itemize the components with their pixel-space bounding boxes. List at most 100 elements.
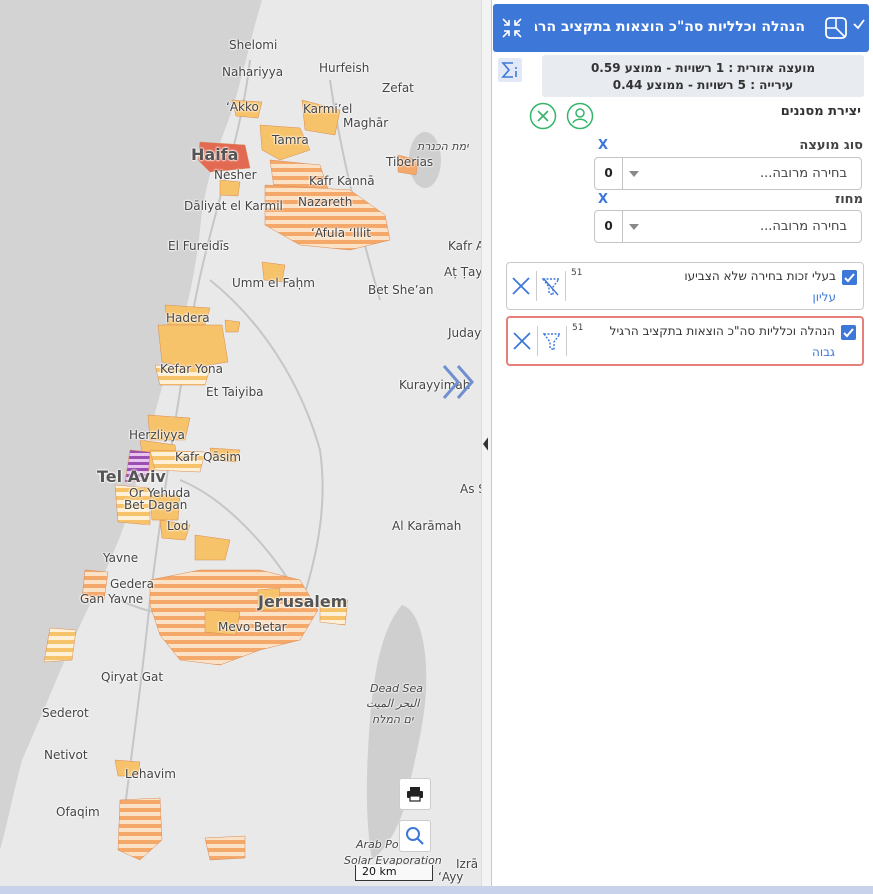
place-label: Al Karāmah — [392, 519, 462, 533]
divider — [565, 271, 566, 301]
place-label: Or Yehuda — [129, 486, 191, 500]
sigma-info-icon — [501, 62, 517, 78]
filter-clear-district[interactable]: X — [598, 192, 609, 207]
layer-checkbox[interactable] — [842, 270, 857, 285]
refresh-user-icon[interactable] — [566, 102, 594, 130]
place-label: As S — [460, 482, 484, 496]
close-icon[interactable] — [511, 276, 531, 296]
place-label: Nesher — [214, 168, 257, 182]
filter-off-icon[interactable] — [541, 276, 561, 298]
chevron-down-icon — [629, 171, 639, 177]
scale-bar: 20 km — [355, 865, 433, 881]
place-label: Kafr Ar — [448, 239, 484, 253]
place-label: Zefat — [382, 81, 414, 95]
panel-header: הנהלה וכלליות סה"כ הוצאות בתקציב הרגי... — [493, 4, 869, 52]
place-label: Hadera — [166, 311, 210, 325]
filters-title: יצירת מסננים — [780, 104, 861, 119]
check-icon[interactable] — [853, 18, 865, 30]
place-label: Izrā — [456, 857, 479, 871]
filter-clear-council-type[interactable]: X — [598, 138, 609, 153]
collapse-icon[interactable] — [501, 17, 523, 39]
place-label: Yavne — [103, 551, 139, 565]
layer-level[interactable]: עליון — [812, 290, 836, 304]
clear-circle-icon[interactable] — [529, 102, 557, 130]
place-label: Nahariyya — [222, 65, 284, 79]
filter-label-district: מחוז — [834, 192, 863, 207]
print-button[interactable] — [399, 778, 431, 810]
summary-box: מועצה אזורית : 1 רשויות - ממוצע 0.59 עיר… — [542, 55, 864, 97]
place-label: Lehavim — [125, 767, 176, 781]
map-layer-icon[interactable] — [825, 17, 847, 39]
side-panel: הנהלה וכלליות סה"כ הוצאות בתקציב הרגי...… — [491, 0, 873, 886]
layer-count: 51 — [572, 323, 584, 333]
layer-name: בעלי זכות בחירה שלא הצביעו — [684, 269, 836, 283]
place-label: البحر الميت — [366, 697, 420, 710]
place-label: Dead Sea — [370, 682, 423, 695]
layer-card-nonvoters[interactable]: בעלי זכות בחירה שלא הצביעו עליון 51 — [506, 262, 864, 310]
place-label: Lod — [167, 519, 189, 533]
place-label: ימת הכנרת — [417, 140, 469, 153]
place-label: ים המלח — [372, 713, 414, 726]
map-view[interactable]: Shelomi Nahariyya Hurfeish Zefat ‘Akko K… — [0, 0, 484, 886]
place-label: ‘Afula ‘Illit — [311, 226, 371, 240]
splitter-grip-icon[interactable] — [483, 434, 488, 454]
selected-count: 0 — [595, 158, 623, 189]
layer-checkbox[interactable] — [841, 325, 856, 340]
place-label: Gan Yavne — [80, 592, 144, 606]
place-label: Arab Po — [356, 838, 399, 851]
place-label: El Fureidīs — [168, 239, 230, 253]
place-label: Mevo Betar — [218, 620, 287, 634]
place-label-tel-aviv: Tel Aviv — [97, 467, 166, 486]
place-label: Ofaqim — [56, 805, 100, 819]
district-select[interactable]: בחירה מרובה... 0 — [594, 210, 862, 243]
place-label: Kafr Kannā — [309, 174, 375, 188]
place-label: Bet Dagan — [124, 498, 188, 512]
map-basemap — [0, 0, 441, 861]
filter-label-council-type: סוג מועצה — [799, 138, 863, 153]
dead-sea-shape — [366, 605, 427, 860]
place-label: Umm el Faḥm — [232, 276, 315, 290]
layer-card-admin-expenses[interactable]: הנהלה וכלליות סה"כ הוצאות בתקציב הרגיל ג… — [506, 316, 864, 366]
search-map-button[interactable] — [399, 820, 431, 852]
place-label: Gedera — [110, 577, 154, 591]
close-icon[interactable] — [512, 331, 532, 351]
divider — [566, 326, 567, 356]
sea-of-galilee-shape — [409, 132, 441, 188]
panel-title: הנהלה וכלליות סה"כ הוצאות בתקציב הרגי... — [535, 19, 805, 35]
place-label: Herzliyya — [129, 428, 185, 442]
select-placeholder: בחירה מרובה... — [760, 166, 847, 181]
layer-level[interactable]: גבוה — [812, 345, 835, 359]
place-label: Hurfeish — [319, 61, 370, 75]
place-label: Maghār — [343, 116, 389, 130]
selected-count: 0 — [595, 211, 623, 242]
sigma-info-button[interactable] — [498, 58, 522, 82]
place-label: Tiberias — [386, 155, 434, 169]
bottom-strip — [0, 886, 873, 894]
chevron-down-icon — [629, 224, 639, 230]
summary-line-regional: מועצה אזורית : 1 רשויות - ממוצע 0.59 — [590, 61, 816, 75]
place-label: Dāliyat el Karmil — [184, 199, 283, 213]
printer-icon — [407, 787, 423, 802]
place-label: Juday — [448, 326, 482, 340]
place-label: Shelomi — [229, 38, 278, 52]
place-label: Kafr Qāsim — [175, 450, 242, 464]
divider — [537, 326, 538, 356]
place-label: ‘Akko — [226, 100, 259, 114]
place-label: Et Taiyiba — [206, 385, 264, 399]
divider — [536, 271, 537, 301]
place-label: Sederot — [42, 706, 89, 720]
place-label-haifa: Haifa — [191, 145, 239, 164]
layer-name: הנהלה וכלליות סה"כ הוצאות בתקציב הרגיל — [609, 324, 835, 338]
place-label: Karmi’el — [303, 102, 353, 116]
expand-panel-button[interactable] — [438, 360, 482, 408]
filter-icon[interactable] — [542, 331, 562, 353]
place-label: Netivot — [44, 748, 88, 762]
place-label-jerusalem: Jerusalem — [258, 592, 348, 611]
place-label: Qiryat Gat — [101, 670, 164, 684]
place-label: ‘Ayy — [438, 870, 464, 884]
place-label: Aṭ Ṭayyibe — [444, 265, 484, 279]
magnifier-icon — [406, 827, 424, 845]
double-chevron-right-icon — [442, 365, 474, 399]
summary-line-municipality: עירייה : 5 רשויות - ממוצע 0.44 — [612, 78, 794, 92]
council-type-select[interactable]: בחירה מרובה... 0 — [594, 157, 862, 190]
